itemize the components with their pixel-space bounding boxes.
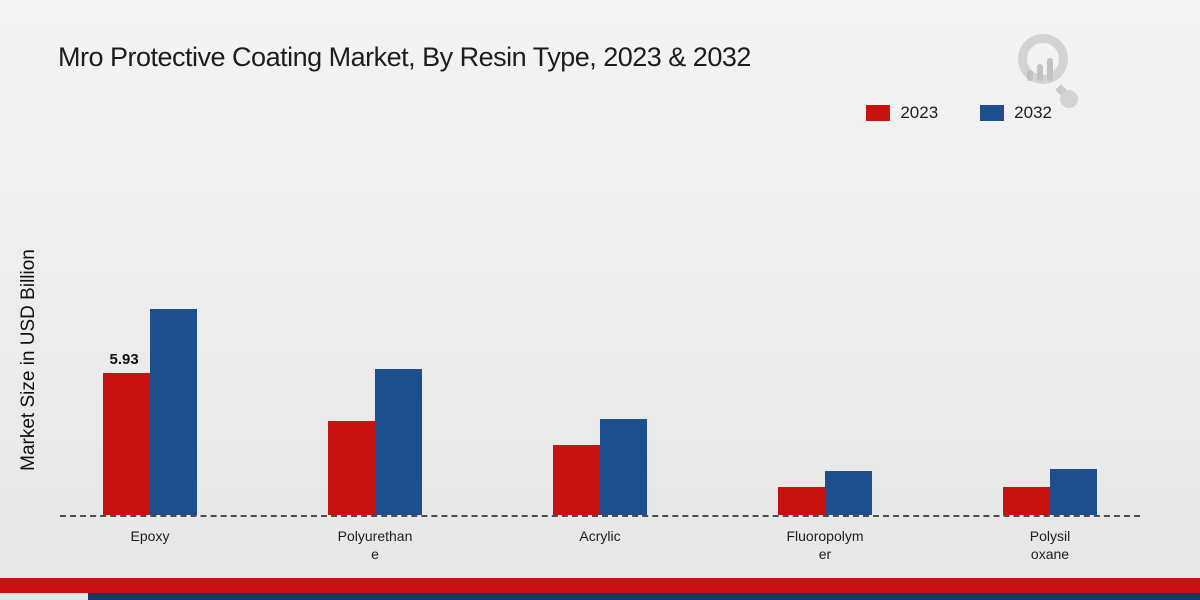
bar-2023-polyurethane[interactable] (328, 421, 375, 515)
magnifier-ring-icon (1018, 34, 1068, 84)
bar-group-fluoropolymer (735, 471, 915, 515)
category-label-epoxy: Epoxy (130, 528, 170, 544)
bar-2023-acrylic[interactable] (553, 445, 600, 515)
bar-2023-fluoropolymer[interactable] (778, 487, 825, 515)
bar-2032-polyurethane[interactable] (375, 369, 422, 515)
logo-dot-icon (1060, 90, 1078, 108)
signal-bars-icon (1027, 58, 1053, 81)
legend-label-2023: 2023 (900, 103, 939, 122)
bar-group-epoxy: 5.93 (60, 309, 240, 515)
bar-group-acrylic (510, 419, 690, 515)
category-label-acrylic: Acrylic (579, 528, 621, 544)
legend-item-2023[interactable]: 2023 (866, 103, 938, 123)
brand-logo-icon (996, 34, 1078, 110)
legend-swatch-2032 (980, 105, 1005, 121)
category-label-polyurethane: Polyurethan e (337, 528, 413, 563)
bar-2032-epoxy[interactable] (150, 309, 197, 515)
chart-title: Mro Protective Coating Market, By Resin … (58, 42, 751, 72)
bar-2023-polysiloxane[interactable] (1003, 487, 1050, 515)
bar-2032-polysiloxane[interactable] (1050, 469, 1097, 515)
x-axis-baseline (60, 515, 1140, 517)
legend-swatch-2023 (866, 105, 891, 121)
legend: 2023 2032 (866, 103, 1052, 123)
plot-area: 5.93 (60, 275, 1140, 515)
legend-item-2032[interactable]: 2032 (980, 103, 1052, 123)
bar-group-polysiloxane (960, 469, 1140, 515)
bar-2023-epoxy[interactable]: 5.93 (103, 351, 150, 515)
footer-navy-bar (88, 593, 1200, 600)
bar-group-polyurethane (285, 369, 465, 515)
y-axis-label: Market Size in USD Billion (18, 249, 39, 471)
footer-red-bar (0, 578, 1200, 593)
category-labels: Epoxy Polyurethan e Acrylic Fluoropolym er P… (60, 527, 1140, 563)
chart-area: 5.93 Epoxy Polyurethan e Acrylic Fluoropoly… (60, 275, 1140, 563)
category-label-polysiloxane: Polysil oxane (1029, 528, 1071, 563)
bar-2032-acrylic[interactable] (600, 419, 647, 515)
bar-2032-fluoropolymer[interactable] (825, 471, 872, 515)
legend-label-2032: 2032 (1014, 103, 1052, 122)
bar-value-label: 5.93 (109, 351, 139, 368)
category-label-fluoropolymer: Fluoropolym er (786, 528, 864, 563)
